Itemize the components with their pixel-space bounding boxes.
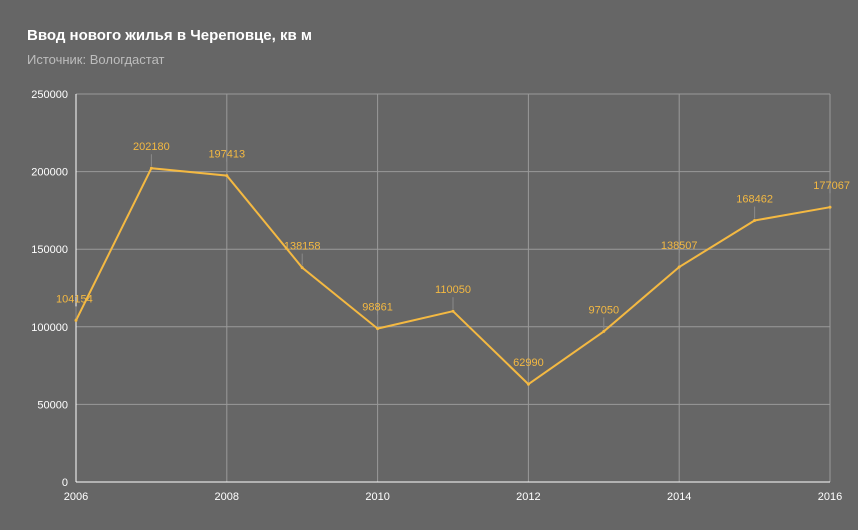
data-label: 104154 [56, 293, 93, 305]
y-tick-label: 250000 [31, 89, 68, 101]
chart-subtitle: Источник: Вологдастат [27, 52, 165, 67]
data-point [526, 382, 530, 386]
data-point [376, 327, 380, 331]
data-point [451, 309, 455, 313]
x-tick-label: 2010 [365, 491, 389, 503]
data-labels: 104154 202180 197413 138158 98861 110050 62990… [56, 141, 850, 383]
x-tick-labels: 2006 2008 2010 2012 2014 2016 [64, 491, 842, 503]
data-label: 202180 [133, 141, 170, 153]
series-line-group [74, 166, 832, 386]
data-point [74, 318, 78, 322]
data-point [149, 166, 153, 170]
x-tick-label: 2006 [64, 491, 88, 503]
data-label: 110050 [435, 284, 471, 296]
data-point [225, 174, 229, 178]
data-label: 62990 [513, 357, 544, 369]
x-tick-label: 2014 [667, 491, 691, 503]
y-tick-label: 150000 [31, 244, 68, 256]
grid-lines [76, 93, 831, 482]
chart-title: Ввод нового жилья в Череповце, кв м [27, 27, 312, 44]
series-line [75, 167, 831, 386]
data-label: 98861 [362, 302, 393, 314]
x-tick-label: 2016 [818, 491, 842, 503]
data-point [677, 265, 681, 269]
data-label: 177067 [813, 180, 850, 192]
data-label: 138507 [661, 240, 698, 252]
data-label: 197413 [208, 149, 245, 161]
data-label: 97050 [589, 304, 620, 316]
data-label: 138158 [284, 241, 321, 253]
data-point [300, 266, 304, 270]
axes [75, 94, 830, 483]
data-point [602, 329, 606, 333]
y-tick-labels: 0 50000 100000 150000 200000 250000 [31, 89, 68, 489]
y-tick-label: 100000 [31, 322, 68, 334]
data-label: 168462 [736, 194, 773, 206]
y-tick-label: 50000 [37, 399, 68, 411]
data-point [753, 219, 757, 223]
y-tick-label: 200000 [31, 167, 68, 179]
data-point [828, 205, 832, 209]
x-tick-label: 2008 [215, 491, 239, 503]
y-tick-label: 0 [62, 477, 68, 489]
x-tick-label: 2012 [516, 491, 540, 503]
